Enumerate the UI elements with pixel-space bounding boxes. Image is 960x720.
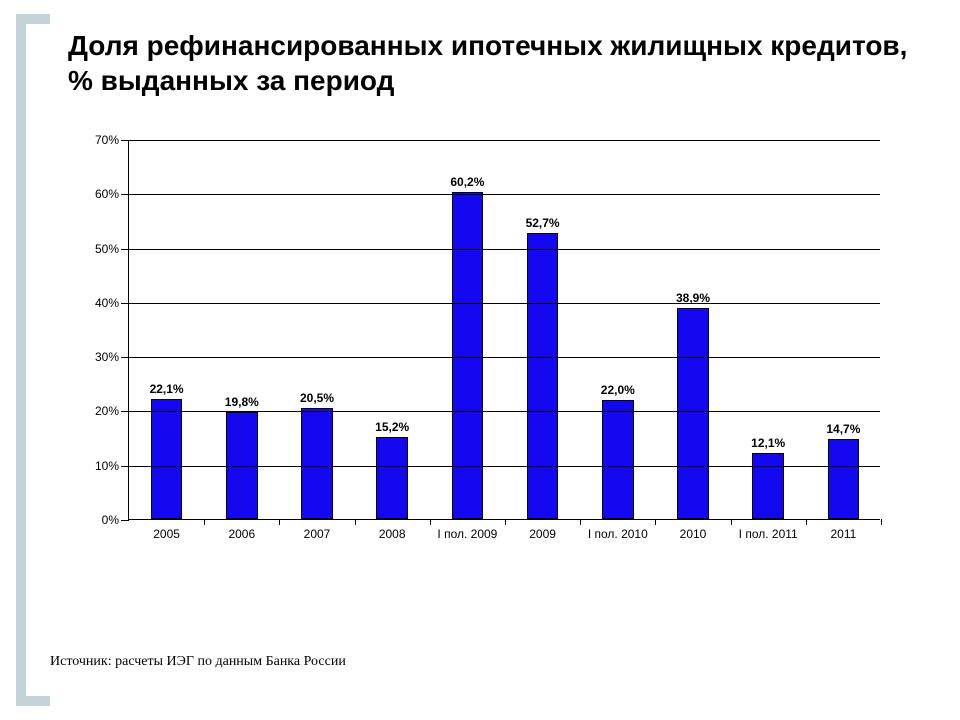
bars-container: 22,1% 19,8% 20,5% 15,2% 60,2% 52,7% 22,0% 38,9%…	[129, 140, 880, 519]
gridline	[129, 357, 880, 358]
bar-chart: 22,1% 19,8% 20,5% 15,2% 60,2% 52,7% 22,0% 38,9%…	[80, 140, 880, 580]
x-tick	[355, 519, 356, 525]
page-title: Доля рефинансированных ипотечных жилищны…	[68, 28, 930, 98]
bar-value-label: 12,1%	[751, 436, 785, 450]
y-tick	[121, 194, 129, 195]
y-axis-label: 50%	[95, 242, 119, 256]
y-axis-label: 0%	[102, 513, 119, 527]
x-axis-label: 2007	[304, 527, 331, 541]
x-tick	[731, 519, 732, 525]
bar-value-label: 14,7%	[826, 422, 860, 436]
bar: 38,9%	[677, 308, 709, 519]
x-axis-label: 2008	[379, 527, 406, 541]
decorative-bracket	[16, 14, 50, 706]
gridline	[129, 466, 880, 467]
y-axis-label: 60%	[95, 187, 119, 201]
gridline	[129, 140, 880, 141]
bar: 60,2%	[452, 192, 484, 519]
gridline	[129, 411, 880, 412]
y-tick	[121, 466, 129, 467]
gridline	[129, 194, 880, 195]
x-axis-label: I пол. 2010	[588, 527, 648, 541]
x-tick	[279, 519, 280, 525]
bar-value-label: 15,2%	[375, 420, 409, 434]
x-tick	[204, 519, 205, 525]
source-note: Источник: расчеты ИЭГ по данным Банка Ро…	[50, 654, 346, 670]
x-axis-label: 2009	[529, 527, 556, 541]
bar-value-label: 19,8%	[225, 395, 259, 409]
x-tick	[505, 519, 506, 525]
bar: 20,5%	[301, 408, 333, 519]
y-tick	[121, 520, 129, 521]
bar: 15,2%	[376, 437, 408, 520]
bar-value-label: 20,5%	[300, 391, 334, 405]
x-tick	[580, 519, 581, 525]
y-tick	[121, 303, 129, 304]
y-axis-label: 70%	[95, 133, 119, 147]
x-tick	[881, 519, 882, 525]
y-tick	[121, 140, 129, 141]
plot-area: 22,1% 19,8% 20,5% 15,2% 60,2% 52,7% 22,0% 38,9%…	[128, 140, 880, 520]
bar: 22,0%	[602, 400, 634, 519]
x-axis-label: 2005	[153, 527, 180, 541]
bar: 22,1%	[151, 399, 183, 519]
bar: 52,7%	[527, 233, 559, 519]
y-tick	[121, 411, 129, 412]
bar-value-label: 22,0%	[601, 383, 635, 397]
bar-value-label: 60,2%	[450, 175, 484, 189]
x-axis-label: 2010	[680, 527, 707, 541]
bar: 14,7%	[828, 439, 860, 519]
x-tick	[655, 519, 656, 525]
y-axis-label: 20%	[95, 404, 119, 418]
x-axis-label: 2011	[830, 527, 856, 541]
x-tick	[806, 519, 807, 525]
y-axis-label: 40%	[95, 296, 119, 310]
bar-value-label: 52,7%	[526, 216, 560, 230]
bar-value-label: 22,1%	[150, 382, 184, 396]
x-axis-label: 2006	[228, 527, 255, 541]
bar: 12,1%	[752, 453, 784, 519]
x-tick	[430, 519, 431, 525]
y-tick	[121, 357, 129, 358]
x-axis-label: I пол. 2011	[739, 527, 798, 541]
y-axis-label: 30%	[95, 350, 119, 364]
y-axis-label: 10%	[95, 459, 119, 473]
y-tick	[121, 249, 129, 250]
gridline	[129, 303, 880, 304]
x-axis-label: I пол. 2009	[437, 527, 497, 541]
gridline	[129, 249, 880, 250]
